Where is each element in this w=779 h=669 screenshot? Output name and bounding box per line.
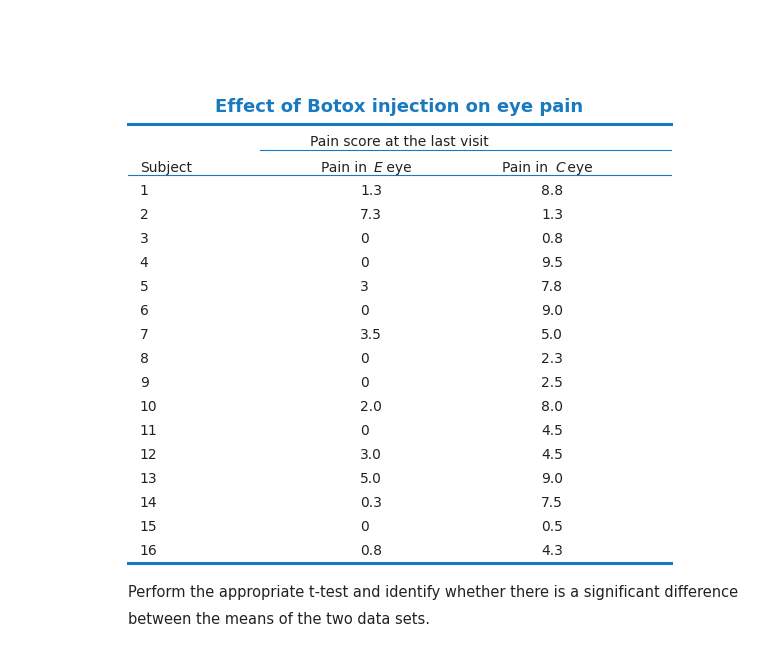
Text: 7: 7 [139,328,148,342]
Text: 0: 0 [360,520,368,534]
Text: C: C [555,161,565,175]
Text: 1.3: 1.3 [360,185,382,198]
Text: 3: 3 [360,280,368,294]
Text: 9.0: 9.0 [541,304,563,318]
Text: 6: 6 [139,304,149,318]
Text: 8.8: 8.8 [541,185,563,198]
Text: 0: 0 [360,424,368,438]
Text: 0.8: 0.8 [541,232,563,246]
Text: 4.5: 4.5 [541,448,563,462]
Text: 3.0: 3.0 [360,448,382,462]
Text: 7.8: 7.8 [541,280,563,294]
Text: 15: 15 [139,520,157,534]
Text: 0: 0 [360,232,368,246]
Text: 0: 0 [360,304,368,318]
Text: 16: 16 [139,544,157,558]
Text: 9.5: 9.5 [541,256,563,270]
Text: 12: 12 [139,448,157,462]
Text: 0.3: 0.3 [360,496,382,510]
Text: 5.0: 5.0 [541,328,563,342]
Text: Pain in: Pain in [502,161,552,175]
Text: 14: 14 [139,496,157,510]
Text: 5.0: 5.0 [360,472,382,486]
Text: 7.3: 7.3 [360,208,382,222]
Text: Pain score at the last visit: Pain score at the last visit [310,135,488,149]
Text: E: E [374,161,382,175]
Text: 8: 8 [139,352,149,366]
Text: 2.3: 2.3 [541,352,563,366]
Text: eye: eye [382,161,412,175]
Text: between the means of the two data sets.: between the means of the two data sets. [128,612,429,627]
Text: 9.0: 9.0 [541,472,563,486]
Text: 3: 3 [139,232,148,246]
Text: 0: 0 [360,376,368,390]
Text: 4.3: 4.3 [541,544,563,558]
Text: 1.3: 1.3 [541,208,563,222]
Text: 4.5: 4.5 [541,424,563,438]
Text: 1: 1 [139,185,149,198]
Text: 3.5: 3.5 [360,328,382,342]
Text: Pain in: Pain in [321,161,371,175]
Text: 7.5: 7.5 [541,496,563,510]
Text: 9: 9 [139,376,149,390]
Text: 5: 5 [139,280,148,294]
Text: 0: 0 [360,256,368,270]
Text: 4: 4 [139,256,148,270]
Text: Subject: Subject [139,161,192,175]
Text: 0: 0 [360,352,368,366]
Text: 2: 2 [139,208,148,222]
Text: 8.0: 8.0 [541,400,563,414]
Text: 13: 13 [139,472,157,486]
Text: Perform the appropriate t-test and identify whether there is a significant diffe: Perform the appropriate t-test and ident… [128,585,738,600]
Text: 2.0: 2.0 [360,400,382,414]
Text: eye: eye [563,161,593,175]
Text: 11: 11 [139,424,157,438]
Text: 10: 10 [139,400,157,414]
Text: Effect of Botox injection on eye pain: Effect of Botox injection on eye pain [215,98,583,116]
Text: 0.5: 0.5 [541,520,563,534]
Text: 0.8: 0.8 [360,544,382,558]
Text: 2.5: 2.5 [541,376,563,390]
